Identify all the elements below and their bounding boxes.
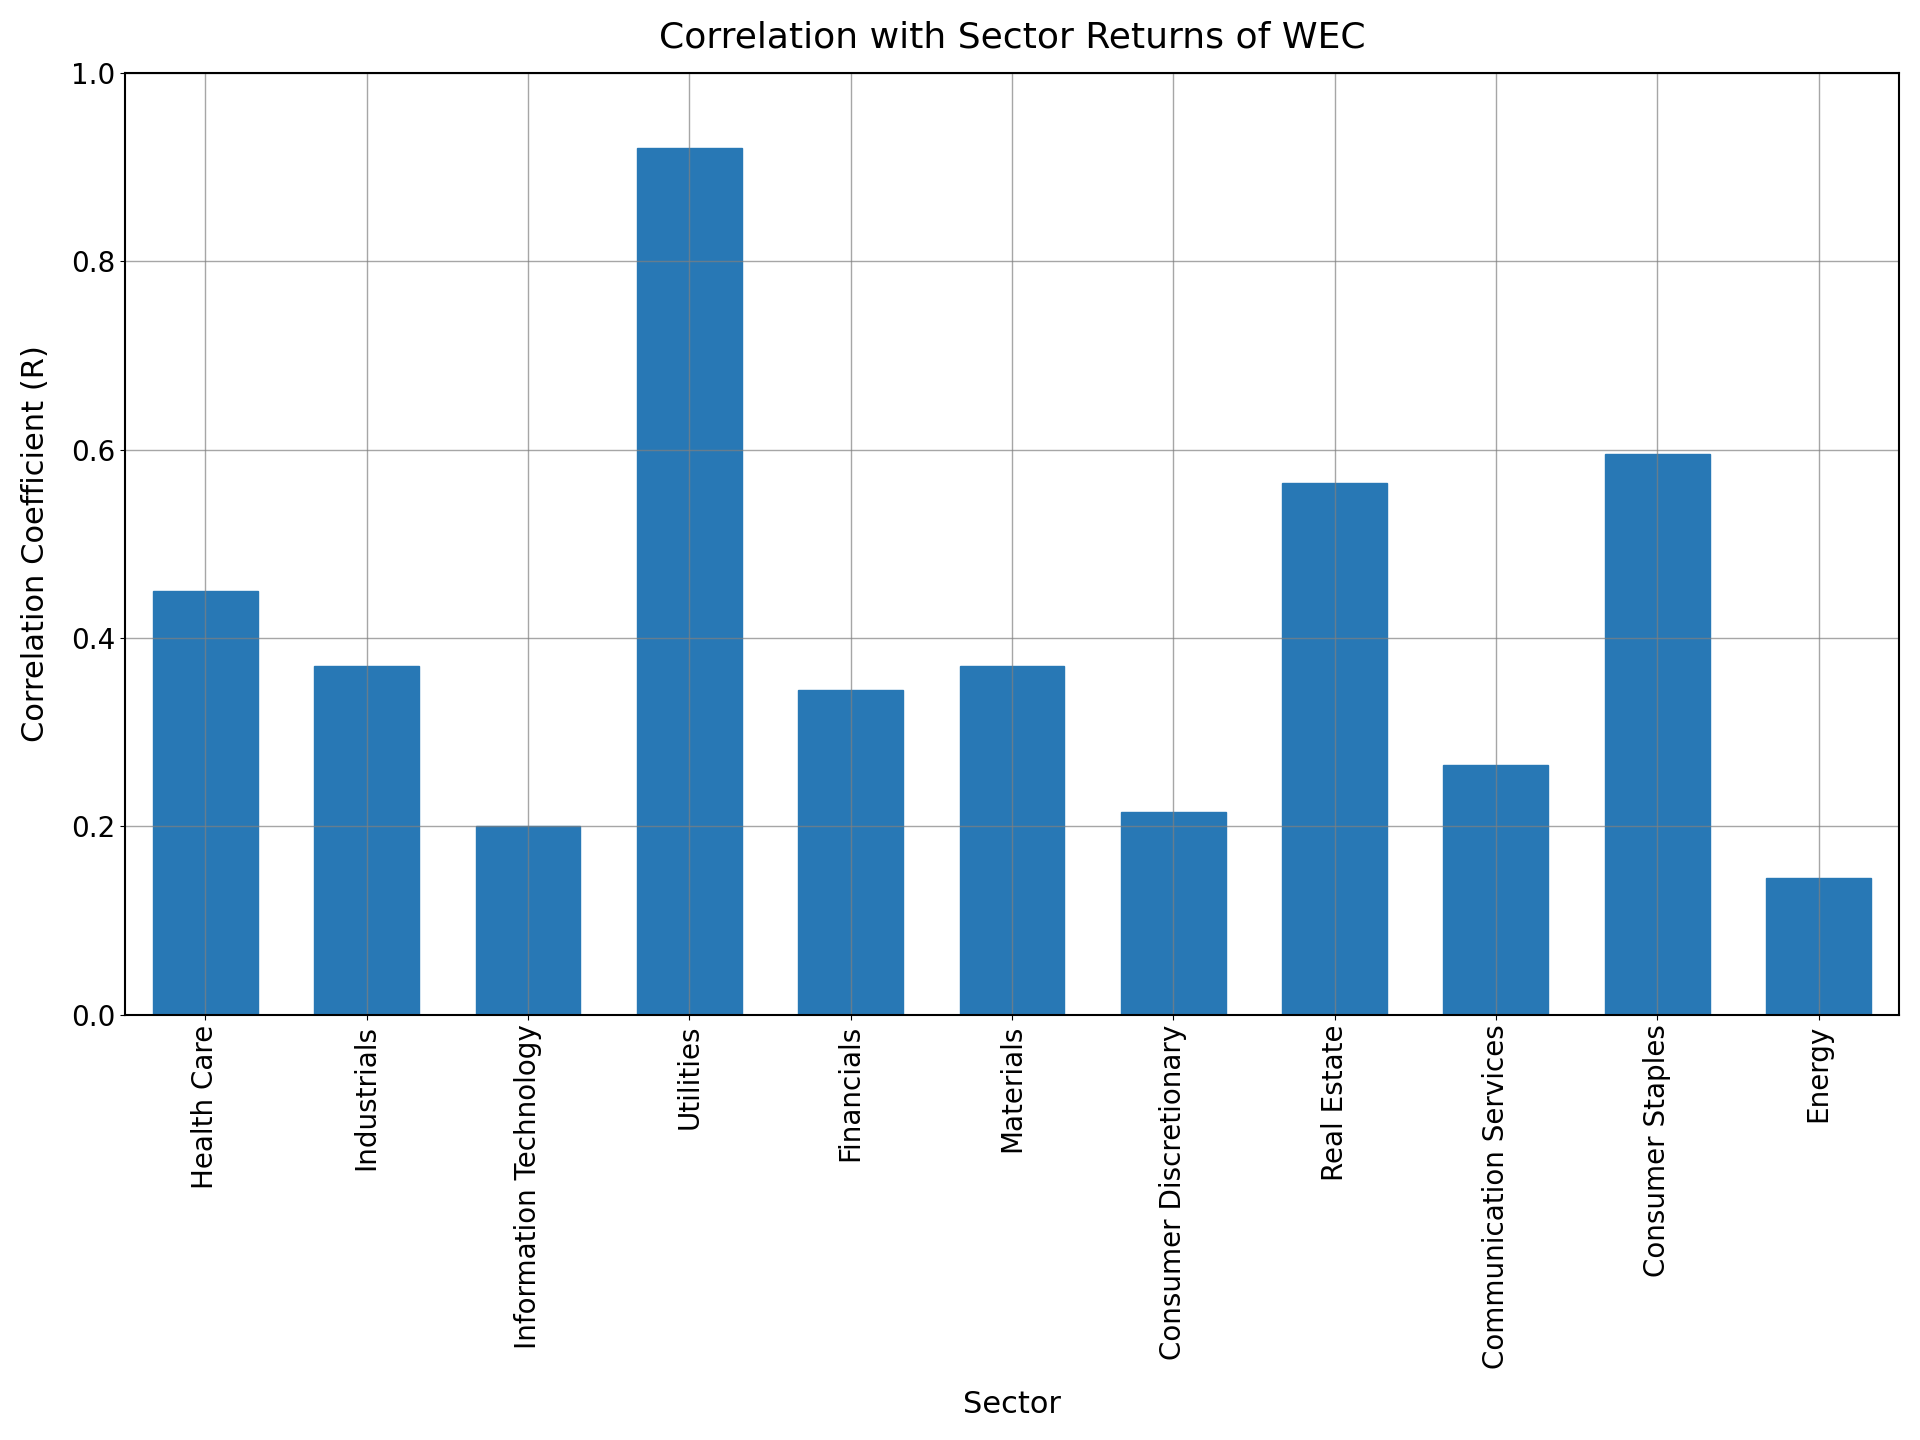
Bar xyxy=(1283,482,1386,1015)
Bar xyxy=(637,148,741,1015)
Bar xyxy=(1605,455,1709,1015)
Bar xyxy=(154,590,257,1015)
Y-axis label: Correlation Coefficient (R): Correlation Coefficient (R) xyxy=(21,346,50,742)
Title: Correlation with Sector Returns of WEC: Correlation with Sector Returns of WEC xyxy=(659,20,1365,55)
Bar xyxy=(799,690,902,1015)
Bar xyxy=(1444,765,1548,1015)
Bar xyxy=(960,667,1064,1015)
Bar xyxy=(476,827,580,1015)
Bar xyxy=(315,667,419,1015)
X-axis label: Sector: Sector xyxy=(964,1390,1062,1420)
Bar xyxy=(1766,878,1870,1015)
Bar xyxy=(1121,812,1225,1015)
